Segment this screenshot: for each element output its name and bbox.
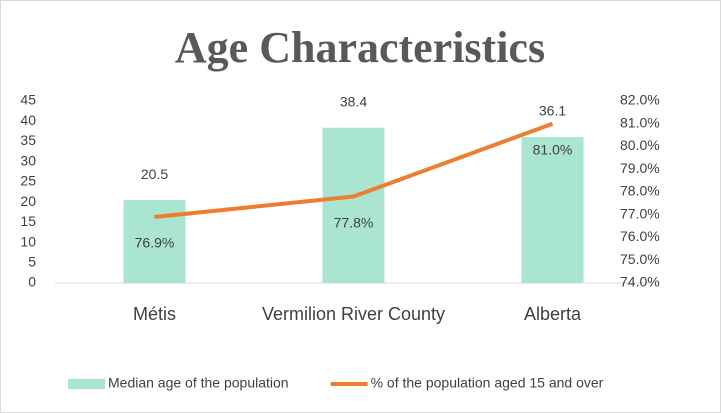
y-tick-label: 5 xyxy=(28,253,36,269)
y-tick-label: 20 xyxy=(20,193,36,209)
data-label: 36.1 xyxy=(539,103,566,119)
chart-title: Age Characteristics xyxy=(175,23,545,72)
y2-tick-label: 81.0% xyxy=(620,114,660,130)
y2-tick-label: 79.0% xyxy=(620,160,660,176)
y2-tick-label: 80.0% xyxy=(620,137,660,153)
y-tick-label: 30 xyxy=(20,152,36,168)
y-tick-label: 10 xyxy=(20,233,36,249)
y2-tick-label: 82.0% xyxy=(620,92,660,108)
legend-swatch xyxy=(68,379,105,389)
x-tick-label: Vermilion River County xyxy=(261,304,446,324)
y2-tick-label: 76.0% xyxy=(620,228,660,244)
y2-tick-label: 75.0% xyxy=(620,251,660,267)
y2-tick-label: 74.0% xyxy=(620,274,660,290)
y-tick-label: 45 xyxy=(20,92,36,108)
y-tick-label: 35 xyxy=(20,132,36,148)
y-tick-label: 40 xyxy=(20,112,36,128)
data-label: 20.5 xyxy=(141,166,168,182)
bar xyxy=(521,136,584,283)
bar xyxy=(322,127,385,284)
x-tick-label: Alberta xyxy=(523,304,582,324)
y-tick-label: 15 xyxy=(20,213,36,229)
data-label: 76.9% xyxy=(135,235,175,251)
y2-tick-label: 78.0% xyxy=(620,183,660,199)
data-label: 38.4 xyxy=(340,93,367,109)
data-label: 81.0% xyxy=(533,141,573,157)
legend-label: % of the population aged 15 and over xyxy=(371,375,604,391)
y-tick-label: 0 xyxy=(28,274,36,290)
legend-label: Median age of the population xyxy=(108,375,289,391)
y-tick-label: 25 xyxy=(20,173,36,189)
line xyxy=(154,121,554,220)
x-tick-label: Métis xyxy=(132,304,176,324)
data-label: 77.8% xyxy=(334,214,374,230)
y2-tick-label: 77.0% xyxy=(620,205,660,221)
